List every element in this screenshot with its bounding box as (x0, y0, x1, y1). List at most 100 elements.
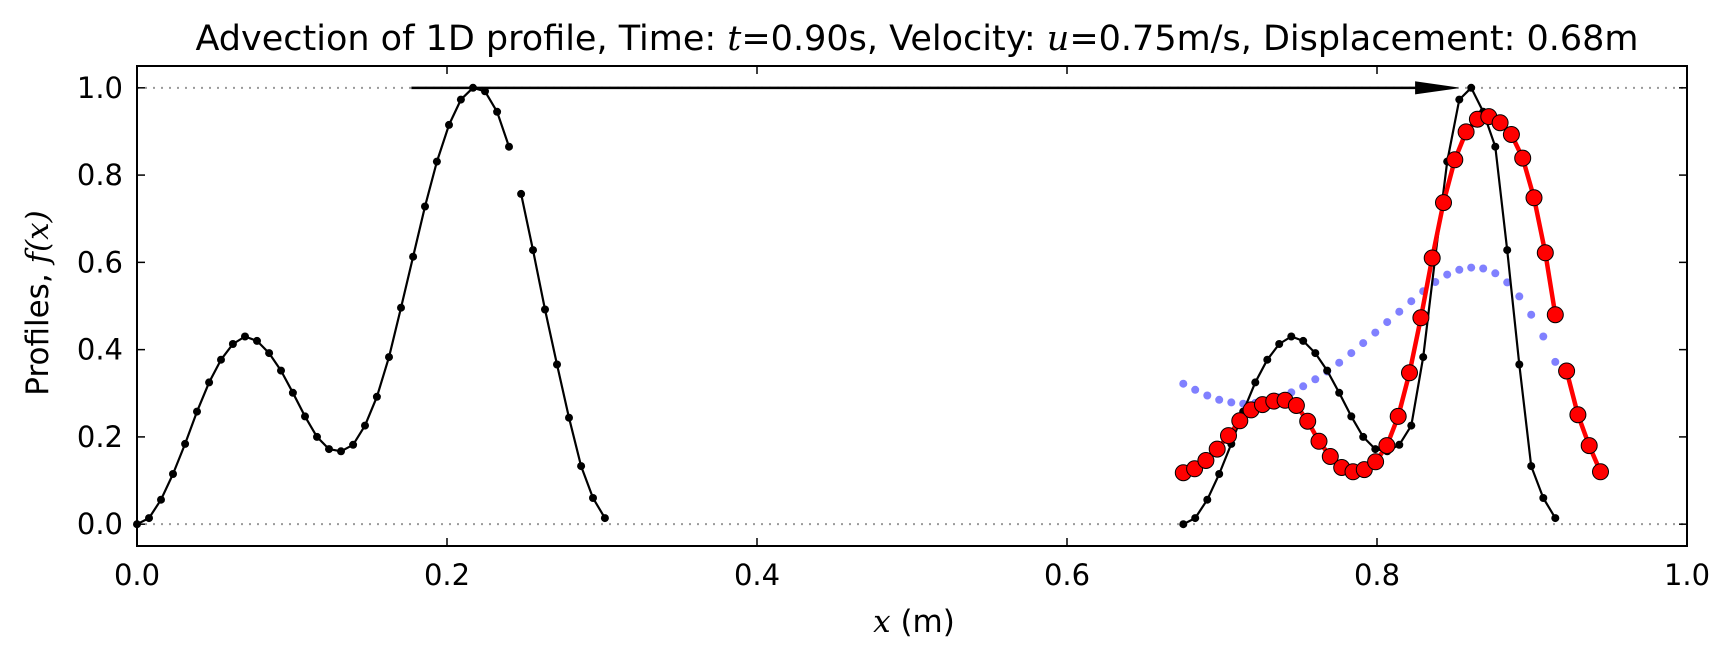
data-point-numerical-blue (1203, 391, 1212, 400)
data-point-exact-shifted (1287, 332, 1296, 341)
data-point-initial-tail (577, 462, 586, 471)
data-point-numerical-red (1287, 397, 1305, 414)
data-point-initial (288, 388, 297, 397)
data-point-numerical-red (1423, 249, 1441, 267)
displacement-arrow (411, 81, 1458, 95)
data-point-numerical-blue (1479, 264, 1488, 273)
data-point-exact-shifted (1371, 445, 1380, 454)
data-point-initial (157, 495, 165, 504)
data-point-exact-shifted (1203, 495, 1212, 504)
data-point-initial (385, 353, 393, 362)
data-point-numerical-red (1208, 440, 1226, 458)
data-point-numerical-red (1310, 432, 1328, 450)
data-point-numerical-blue (1527, 310, 1536, 319)
data-point-initial (493, 107, 502, 116)
data-point-initial (397, 303, 405, 312)
data-point-numerical-red (1378, 437, 1396, 455)
data-point-numerical-blue (1191, 385, 1200, 394)
data-point-numerical-blue (1335, 358, 1344, 367)
data-point-numerical-blue (1443, 270, 1452, 279)
data-point-initial (145, 514, 153, 523)
series-numerical-red-tail (1558, 362, 1609, 481)
data-point-numerical-red (1546, 306, 1564, 324)
data-point-initial (241, 332, 249, 341)
data-point-initial (409, 252, 418, 261)
arrow-head (1415, 81, 1458, 95)
data-point-exact-shifted (1551, 514, 1560, 523)
data-point-numerical-blue (1215, 395, 1224, 404)
x-tick-label: 0.2 (424, 558, 470, 592)
data-point-numerical-blue (1455, 265, 1464, 274)
data-point-initial-tail (517, 189, 526, 198)
series-layer (133, 83, 1609, 529)
x-tick-label: 0.0 (114, 558, 160, 592)
data-point-exact-shifted (1527, 462, 1536, 471)
x-tick-label: 0.8 (1354, 558, 1400, 592)
data-point-exact-shifted (1275, 340, 1284, 348)
data-point-numerical-red (1514, 149, 1532, 167)
data-point-numerical-red (1457, 123, 1475, 141)
data-point-numerical-blue (1407, 297, 1416, 306)
y-tick-label: 0.6 (77, 245, 123, 279)
data-point-exact-shifted (1539, 494, 1548, 502)
data-point-exact-shifted (1263, 355, 1272, 364)
data-point-initial (456, 95, 465, 104)
plot-frame (136, 65, 1688, 547)
data-point-exact-shifted (1467, 83, 1476, 92)
data-point-exact-shifted (1491, 142, 1500, 151)
y-axis-label: Profiles, f(x) (20, 210, 56, 395)
data-point-numerical-red-tail (1592, 463, 1609, 481)
data-point-initial-tail (529, 246, 537, 255)
series-initial-tail (517, 189, 609, 523)
data-point-initial (301, 412, 309, 421)
data-point-initial (313, 432, 321, 441)
data-point-numerical-red (1321, 448, 1339, 465)
data-point-numerical-blue (1179, 379, 1188, 388)
data-point-numerical-red (1435, 194, 1452, 212)
data-point-initial-tail (541, 305, 549, 314)
data-point-initial (421, 202, 429, 211)
data-point-initial (361, 421, 369, 430)
data-point-numerical-blue (1539, 332, 1548, 341)
data-point-numerical-red (1412, 309, 1430, 327)
y-tick-label: 0.0 (77, 507, 123, 541)
data-point-numerical-red (1220, 427, 1237, 445)
data-point-numerical-blue (1491, 269, 1500, 278)
data-point-exact-shifted (1359, 432, 1368, 441)
data-point-numerical-red (1446, 151, 1464, 169)
series-initial (133, 83, 513, 529)
data-point-initial (228, 340, 237, 348)
data-point-initial-tail (565, 413, 573, 422)
y-tick-label: 0.4 (77, 333, 123, 367)
data-point-numerical-red (1536, 244, 1554, 262)
data-point-numerical-blue (1503, 278, 1512, 287)
data-point-exact-shifted (1347, 412, 1356, 421)
series-numerical-red (1174, 108, 1564, 482)
data-point-numerical-blue (1359, 339, 1368, 348)
data-point-exact-shifted (1191, 514, 1200, 523)
data-point-numerical-red (1389, 407, 1407, 425)
series-line-initial-tail (520, 193, 606, 519)
data-point-exact-shifted (1455, 95, 1464, 104)
data-point-numerical-blue (1311, 375, 1320, 384)
x-axis-label: x (m) (873, 604, 955, 640)
data-point-initial (349, 440, 358, 449)
data-point-exact-shifted (1311, 349, 1320, 358)
data-point-exact-shifted (1395, 440, 1404, 449)
data-point-initial (193, 407, 201, 416)
data-point-numerical-red (1525, 189, 1543, 207)
series-line-numerical-red-tail (1564, 370, 1603, 473)
data-point-numerical-red (1197, 452, 1215, 469)
data-point-exact-shifted (1299, 336, 1308, 345)
data-point-numerical-red (1401, 364, 1418, 382)
data-point-initial (253, 336, 261, 345)
data-point-numerical-blue (1395, 307, 1404, 316)
y-tick-label: 0.8 (77, 158, 123, 192)
data-point-initial (325, 445, 333, 454)
data-point-numerical-red-tail (1580, 437, 1598, 455)
x-tick-label: 0.4 (734, 558, 780, 592)
data-point-numerical-blue (1227, 398, 1236, 407)
data-point-initial (432, 157, 441, 166)
data-point-numerical-red (1502, 126, 1520, 143)
